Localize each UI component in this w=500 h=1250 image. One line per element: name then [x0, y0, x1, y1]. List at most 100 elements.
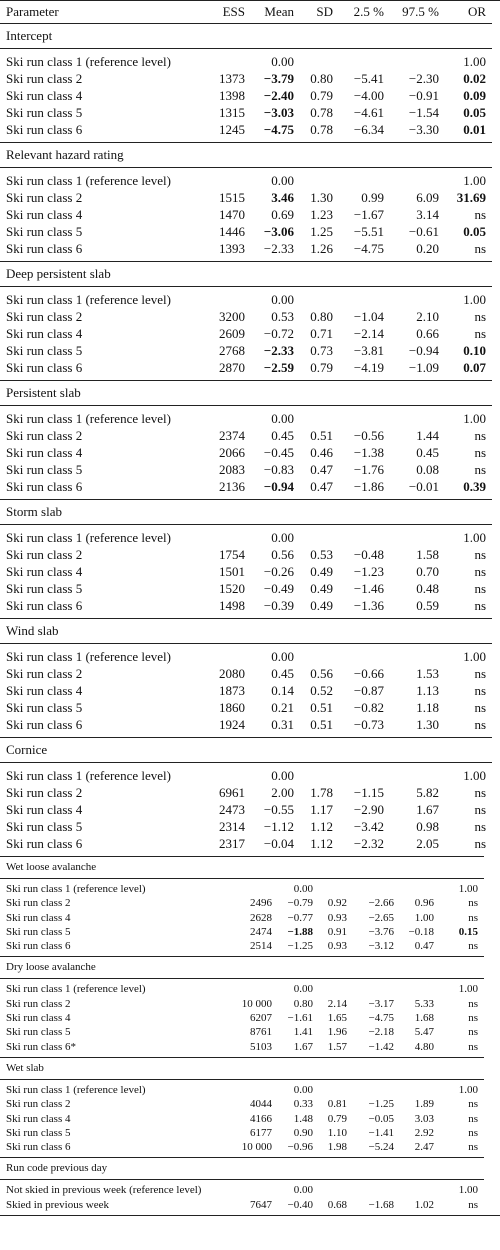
cell-ess: 2474 [250, 925, 272, 938]
cell-q975: 2.05 [416, 836, 439, 851]
table-row: Ski run class 4 6207 −1.61 1.65 −4.75 1.68 ns [0, 1011, 484, 1025]
cell-q025: −0.87 [353, 683, 384, 698]
cell-sd: 0.49 [310, 564, 333, 579]
cell-ess: 1515 [219, 190, 245, 205]
cell-q025 [333, 529, 384, 546]
cell-q975: 2.47 [414, 1141, 434, 1154]
cell-q025: −3.12 [368, 940, 394, 953]
cell-sd: 0.51 [310, 700, 333, 715]
cell-sd [294, 291, 333, 308]
table-row: Ski run class 4 4166 1.48 0.79 −0.05 3.03 ns [0, 1112, 484, 1126]
cell-mean: 0.00 [271, 411, 294, 426]
cell-ess [200, 291, 245, 308]
cell-q975: −1.09 [408, 360, 439, 375]
cell-mean: −4.75 [263, 122, 294, 137]
row-label: Ski run class 2 [6, 190, 83, 205]
cell-q025: −1.36 [353, 598, 384, 613]
cell-mean: 0.00 [293, 1083, 313, 1096]
cell-q025 [347, 1083, 394, 1097]
row-label: Ski run class 1 (reference level) [6, 983, 146, 996]
table-row: Ski run class 5 2314 −1.12 1.12 −3.42 0.98 ns [0, 818, 492, 835]
cell-q975: 0.96 [414, 897, 434, 910]
cell-or: ns [474, 717, 486, 732]
cell-or: ns [474, 785, 486, 800]
cell-ess: 2374 [219, 428, 245, 443]
table-row: Ski run class 4 2473 −0.55 1.17 −2.90 1.67 ns [0, 801, 492, 818]
cell-sd: 0.49 [310, 581, 333, 596]
section-title-row: Persistent slab [0, 381, 492, 406]
row-label: Ski run class 1 (reference level) [6, 1083, 146, 1096]
cell-ess: 2628 [250, 911, 272, 924]
cell-sd: 0.78 [310, 122, 333, 137]
cell-mean: 2.00 [271, 785, 294, 800]
table-row: Ski run class 2 2496 −0.79 0.92 −2.66 0.96 ns [0, 896, 484, 910]
cell-mean: −2.33 [263, 343, 294, 358]
cell-q975 [384, 648, 439, 665]
cell-sd: 0.56 [310, 666, 333, 681]
table-row: Ski run class 4 1501 −0.26 0.49 −1.23 0.70 ns [0, 563, 492, 580]
row-label: Ski run class 5 [6, 1026, 71, 1039]
cell-sd [294, 529, 333, 546]
cell-q975 [384, 53, 439, 70]
cell-sd: 0.71 [310, 326, 333, 341]
table-row: Ski run class 5 6177 0.90 1.10 −1.41 2.92 ns [0, 1126, 484, 1140]
cell-q975: 0.70 [416, 564, 439, 579]
cell-q975: −0.01 [408, 479, 439, 494]
cell-q025: −2.90 [353, 802, 384, 817]
row-label: Ski run class 6 [6, 241, 83, 256]
cell-sd: 0.51 [310, 717, 333, 732]
section-title: Persistent slab [6, 385, 81, 400]
cell-mean: 0.00 [271, 649, 294, 664]
cell-q975 [384, 410, 439, 427]
cell-mean: −0.45 [263, 445, 294, 460]
row-label: Ski run class 4 [6, 683, 83, 698]
section-rule [0, 856, 484, 857]
cell-q975: −2.30 [408, 71, 439, 86]
cell-sd: 0.46 [310, 445, 333, 460]
table-row: Ski run class 4 1873 0.14 0.52 −0.87 1.13 ns [0, 682, 492, 699]
table-row: Ski run class 2 10 000 0.80 2.14 −3.17 5.33 ns [0, 997, 484, 1011]
cell-q975: 1.30 [416, 717, 439, 732]
section-subrule [0, 405, 492, 406]
row-label: Ski run class 1 (reference level) [6, 649, 171, 664]
cell-mean: 0.33 [293, 1098, 313, 1111]
cell-mean: −1.88 [287, 925, 313, 938]
cell-mean: 0.56 [271, 547, 294, 562]
cell-sd: 1.57 [327, 1040, 347, 1053]
row-label: Ski run class 6* [6, 1040, 76, 1053]
table-header-row: Parameter ESS Mean SD 2.5 % 97.5 % OR [0, 1, 492, 24]
cell-q975: 1.18 [416, 700, 439, 715]
table-row: Ski run class 6 2870 −2.59 0.79 −4.19 −1.09 0.… [0, 359, 492, 376]
cell-q975: 0.20 [416, 241, 439, 256]
cell-sd: 0.80 [310, 309, 333, 324]
table-row: Ski run class 1 (reference level) 0.00 1.0… [0, 1083, 484, 1097]
cell-q975: 5.82 [416, 785, 439, 800]
table-row: Ski run class 1 (reference level) 0.00 1.0… [0, 529, 492, 546]
row-label: Ski run class 6 [6, 598, 83, 613]
row-label: Ski run class 4 [6, 1012, 71, 1025]
cell-sd: 1.78 [310, 785, 333, 800]
cell-sd: 0.80 [310, 71, 333, 86]
section-rule [0, 618, 492, 619]
row-label: Ski run class 4 [6, 326, 83, 341]
cell-mean: −2.40 [263, 88, 294, 103]
cell-q025: −4.61 [353, 105, 384, 120]
cell-or: ns [468, 1126, 478, 1139]
table-row: Ski run class 6 1245 −4.75 0.78 −6.34 −3.30 0.… [0, 121, 492, 138]
cell-sd: 1.12 [310, 819, 333, 834]
cell-q025: −1.67 [353, 207, 384, 222]
cell-or: ns [468, 911, 478, 924]
table-row: Not skied in previous week (reference le… [0, 1183, 484, 1197]
cell-mean: 0.45 [271, 428, 294, 443]
header-or: OR [467, 4, 486, 19]
cell-sd: 0.92 [327, 897, 347, 910]
header-sd: SD [316, 4, 333, 19]
cell-or: 0.10 [463, 343, 486, 358]
cell-q975: 6.09 [416, 190, 439, 205]
cell-mean: −0.79 [287, 897, 313, 910]
cell-q025 [347, 882, 394, 896]
row-label: Ski run class 2 [6, 309, 83, 324]
cell-q975 [394, 982, 434, 996]
cell-q025: −0.82 [353, 700, 384, 715]
cell-sd: 0.47 [310, 479, 333, 494]
